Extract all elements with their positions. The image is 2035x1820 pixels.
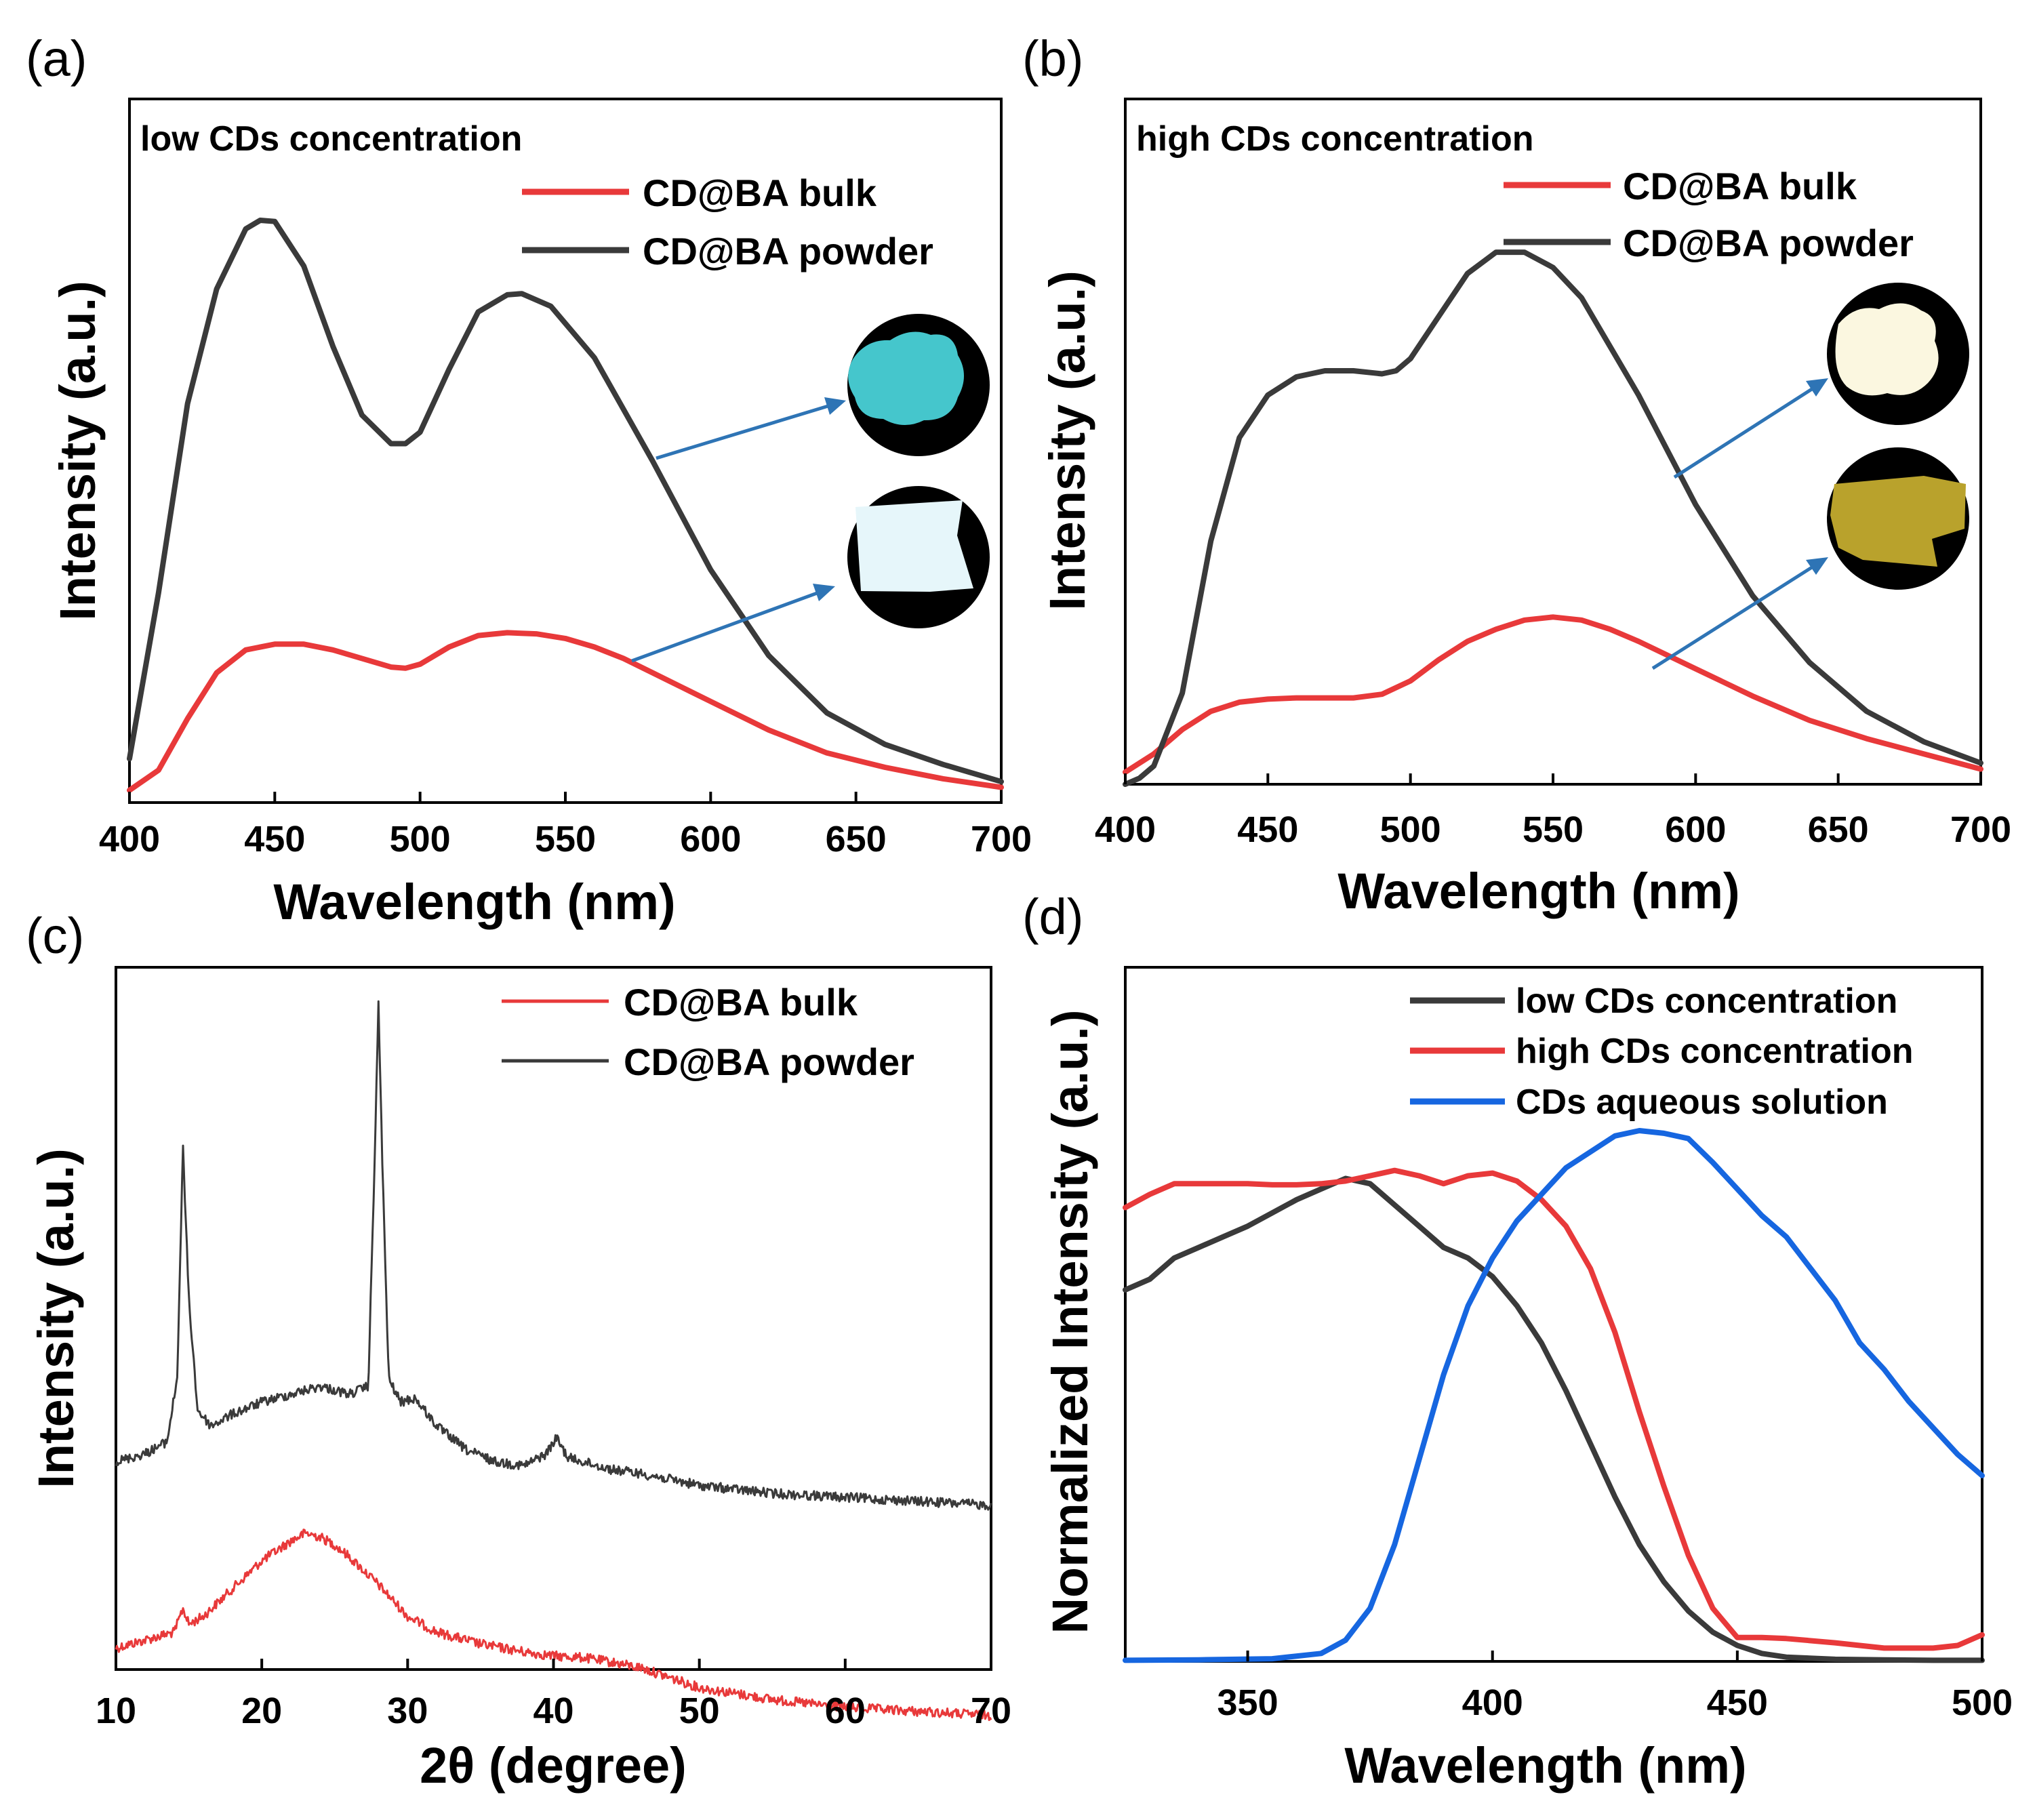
panel-a-x-tick-label: 700: [971, 819, 1032, 860]
panel-c-x-ticks: 10 20 30 40 50 60 70: [96, 1659, 1011, 1731]
panel-a-series-line-cd-ba-powder: [127, 218, 1004, 785]
panel-c: (c) 10 20 30 40 50 60 70 CD@BA bulk CD@BA powd…: [26, 908, 1011, 1794]
panel-c-series-line-cd-ba-bulk: [115, 1529, 992, 1721]
panel-b-y-axis-title: Intensity (a.u.): [1039, 270, 1095, 611]
panel-d-legend-label-aqueous: CDs aqueous solution: [1516, 1083, 1888, 1122]
panel-d-y-axis-title: Normalized Intensity (a.u.): [1042, 1009, 1098, 1634]
panel-b-arrowhead-powder: [1806, 378, 1828, 397]
panel-b-series-line-cd-ba-powder: [1123, 249, 1983, 787]
panel-c-y-axis-title: Intensity (a.u.): [28, 1148, 84, 1489]
panel-c-x-tick-label: 30: [387, 1691, 428, 1731]
panel-a-series: [127, 218, 1004, 793]
panel-d-letter: (d): [1022, 889, 1083, 945]
panel-a-powder-sample: [848, 331, 964, 426]
panel-d-series-line-cds-aqueous-solution: [1123, 1128, 1985, 1663]
panel-d-legend-label-high: high CDs concentration: [1516, 1032, 1913, 1071]
panel-d-x-tick-label: 400: [1462, 1682, 1523, 1723]
panel-d-x-tick-label: 500: [1952, 1682, 2013, 1723]
panel-a-arrow-bulk: [631, 590, 820, 663]
panel-b-x-ticks: 400 450 500 550 600 650 700: [1095, 773, 2011, 850]
panel-b-annotation: high CDs concentration: [1136, 119, 1533, 159]
panel-b-arrowhead-bulk: [1806, 557, 1828, 575]
panel-a-x-tick-label: 650: [826, 819, 887, 860]
panel-c-x-tick-label: 50: [679, 1691, 720, 1731]
panel-b-x-tick-label: 650: [1808, 809, 1869, 850]
panel-a-letter: (a): [26, 31, 87, 87]
panel-d-x-tick-label: 350: [1217, 1682, 1278, 1723]
panel-b-x-axis-title: Wavelength (nm): [1337, 863, 1739, 919]
panel-d: (d) 350 400 450 500 low CDs concentration h…: [1022, 889, 2013, 1794]
panel-d-x-axis-title: Wavelength (nm): [1344, 1737, 1746, 1794]
panel-b-x-tick-label: 450: [1237, 809, 1298, 850]
panel-b-arrows: [1651, 378, 1828, 670]
panel-b-x-tick-label: 600: [1665, 809, 1726, 850]
panel-c-legend-label-bulk: CD@BA bulk: [624, 981, 858, 1024]
panel-a-legend-label-powder: CD@BA powder: [643, 230, 933, 272]
panel-b: (b) 400 450 500 550 600 650 700 high CDs conce…: [1022, 31, 2011, 919]
panel-a-x-tick-label: 500: [390, 819, 451, 860]
panel-a-legend-label-bulk: CD@BA bulk: [643, 171, 877, 214]
panel-c-series: [115, 1000, 992, 1721]
panel-c-x-tick-label: 60: [825, 1691, 866, 1731]
panel-b-powder-sample: [1835, 303, 1939, 396]
panel-c-legend-label-powder: CD@BA powder: [624, 1040, 914, 1083]
panel-b-x-tick-label: 550: [1523, 809, 1584, 850]
panel-a-arrowhead-bulk: [813, 584, 835, 601]
panel-d-legend-label-low: low CDs concentration: [1516, 982, 1897, 1021]
panel-c-letter: (c): [26, 908, 84, 964]
panel-a-y-axis-title: Intensity (a.u.): [49, 281, 106, 621]
panel-b-x-tick-label: 700: [1950, 809, 2011, 850]
panel-d-series: [1123, 1128, 1985, 1663]
panel-c-x-tick-label: 20: [241, 1691, 282, 1731]
panel-a-x-tick-label: 450: [244, 819, 305, 860]
panel-a-annotation: low CDs concentration: [140, 119, 522, 159]
panel-c-x-tick-label: 70: [971, 1691, 1011, 1731]
panel-a-x-tick-label: 400: [99, 819, 160, 860]
panel-a-legend: CD@BA bulk CD@BA powder: [522, 171, 933, 272]
panel-b-inset-photos: [1827, 283, 1969, 590]
panel-a-bulk-sample: [855, 500, 973, 592]
panel-a-x-axis-title: Wavelength (nm): [273, 874, 675, 930]
panel-a: (a) 400 450 500 550 600 650 700 low CDs concen…: [26, 31, 1032, 930]
panel-d-frame: [1124, 966, 1983, 1663]
panel-d-x-tick-label: 450: [1707, 1682, 1768, 1723]
panel-b-letter: (b): [1022, 31, 1083, 87]
panel-b-arrow-powder: [1673, 386, 1815, 479]
panel-b-bulk-sample: [1830, 476, 1966, 567]
panel-c-series-line-cd-ba-powder: [115, 1000, 992, 1511]
panel-d-legend: low CDs concentration high CDs concentra…: [1410, 982, 1913, 1122]
panel-b-legend-label-bulk: CD@BA bulk: [1623, 165, 1857, 207]
panel-c-x-tick-label: 10: [96, 1691, 136, 1731]
panel-b-arrow-bulk: [1651, 564, 1815, 670]
panel-a-arrowhead-powder: [824, 397, 846, 415]
panel-a-inset-photos: [847, 314, 990, 628]
panel-b-legend: CD@BA bulk CD@BA powder: [1504, 165, 1914, 264]
panel-b-series: [1123, 249, 1983, 787]
panel-a-arrows: [631, 397, 846, 663]
panel-a-arrow-powder: [656, 403, 831, 460]
panel-b-x-tick-label: 500: [1380, 809, 1441, 850]
panel-c-x-axis-title: 2θ (degree): [420, 1737, 687, 1794]
panel-b-x-tick-label: 400: [1095, 809, 1156, 850]
panel-d-x-ticks: 350 400 450 500: [1217, 1651, 2013, 1723]
panel-b-legend-label-powder: CD@BA powder: [1623, 222, 1914, 264]
panel-d-series-line-low-cds-concentration: [1123, 1175, 1985, 1663]
panel-a-series-line-cd-ba-bulk: [127, 630, 1004, 793]
panel-a-x-tick-label: 550: [535, 819, 596, 860]
panel-b-series-line-cd-ba-bulk: [1123, 614, 1983, 775]
panel-d-series-line-high-cds-concentration: [1123, 1167, 1985, 1651]
panel-a-x-ticks: 400 450 500 550 600 650 700: [99, 792, 1032, 860]
panel-a-x-tick-label: 600: [680, 819, 741, 860]
panel-c-x-tick-label: 40: [533, 1691, 573, 1731]
panel-c-legend: CD@BA bulk CD@BA powder: [502, 981, 914, 1083]
